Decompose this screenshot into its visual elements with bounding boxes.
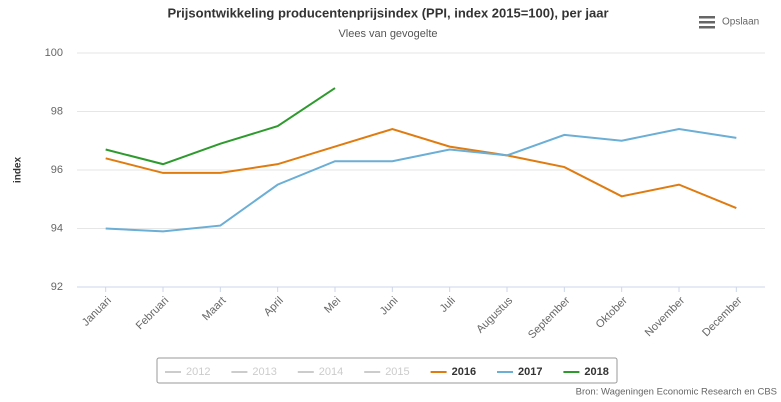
y-tick-label: 96 (51, 164, 63, 176)
y-tick-label: 100 (45, 47, 63, 59)
chart-subtitle: Vlees van gevogelte (338, 28, 437, 40)
legend-label[interactable]: 2017 (518, 366, 542, 378)
menu-icon (699, 16, 715, 19)
series-line (105, 128, 737, 209)
y-axis-label: index (13, 157, 24, 184)
menu-label[interactable]: Opslaan (722, 17, 759, 28)
menu-button[interactable]: Opslaan (699, 16, 759, 29)
legend-label[interactable]: 2013 (252, 366, 276, 378)
y-tick-label: 98 (51, 105, 63, 117)
legend-box (156, 357, 618, 384)
y-tick-label: 94 (51, 222, 63, 234)
menu-icon (699, 26, 715, 29)
legend-label[interactable]: 2018 (584, 366, 608, 378)
legend-label[interactable]: 2016 (452, 366, 476, 378)
menu-icon (699, 21, 715, 24)
legend-label[interactable]: 2014 (319, 366, 343, 378)
source: Bron: Wageningen Economic Research en CB… (576, 387, 777, 398)
chart-title: Prijsontwikkeling producentenprijsindex … (167, 5, 608, 20)
y-tick-label: 92 (51, 281, 63, 293)
legend-label[interactable]: 2012 (186, 366, 210, 378)
series-line (105, 87, 336, 166)
series-line (105, 128, 737, 233)
legend-label[interactable]: 2015 (385, 366, 409, 378)
